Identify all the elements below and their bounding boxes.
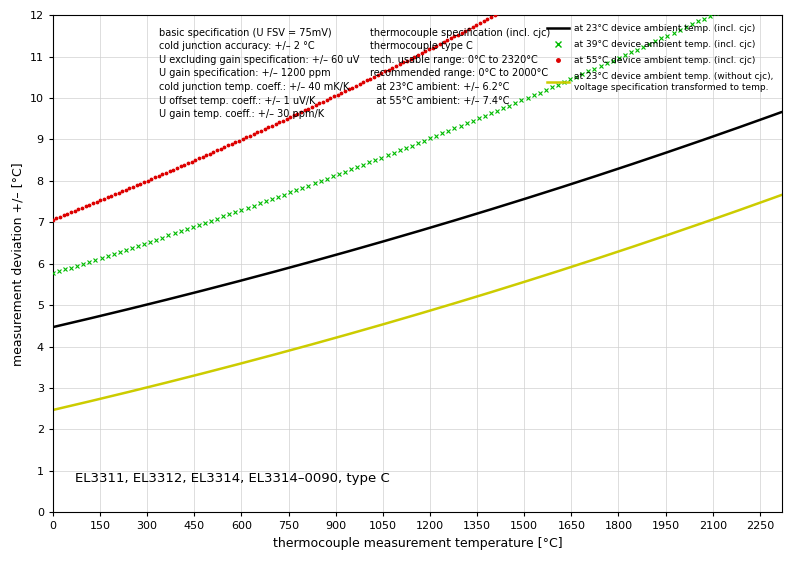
- X-axis label: thermocouple measurement temperature [°C]: thermocouple measurement temperature [°C…: [273, 537, 562, 550]
- Legend: at 23°C device ambient temp. (incl. cjc), at 39°C device ambient temp. (incl. cj: at 23°C device ambient temp. (incl. cjc)…: [543, 20, 776, 95]
- Text: EL3311, EL3312, EL3314, EL3314–0090, type C: EL3311, EL3312, EL3314, EL3314–0090, typ…: [75, 472, 389, 485]
- Y-axis label: measurement deviation +/– [°C]: measurement deviation +/– [°C]: [11, 162, 24, 366]
- Text: thermocouple specification (incl. cjc)
thermocouple type C
tech. usable range: 0: thermocouple specification (incl. cjc) t…: [370, 27, 550, 105]
- Text: basic specification (U FSV = 75mV)
cold junction accuracy: +/– 2 °C
U excluding : basic specification (U FSV = 75mV) cold …: [159, 27, 359, 119]
